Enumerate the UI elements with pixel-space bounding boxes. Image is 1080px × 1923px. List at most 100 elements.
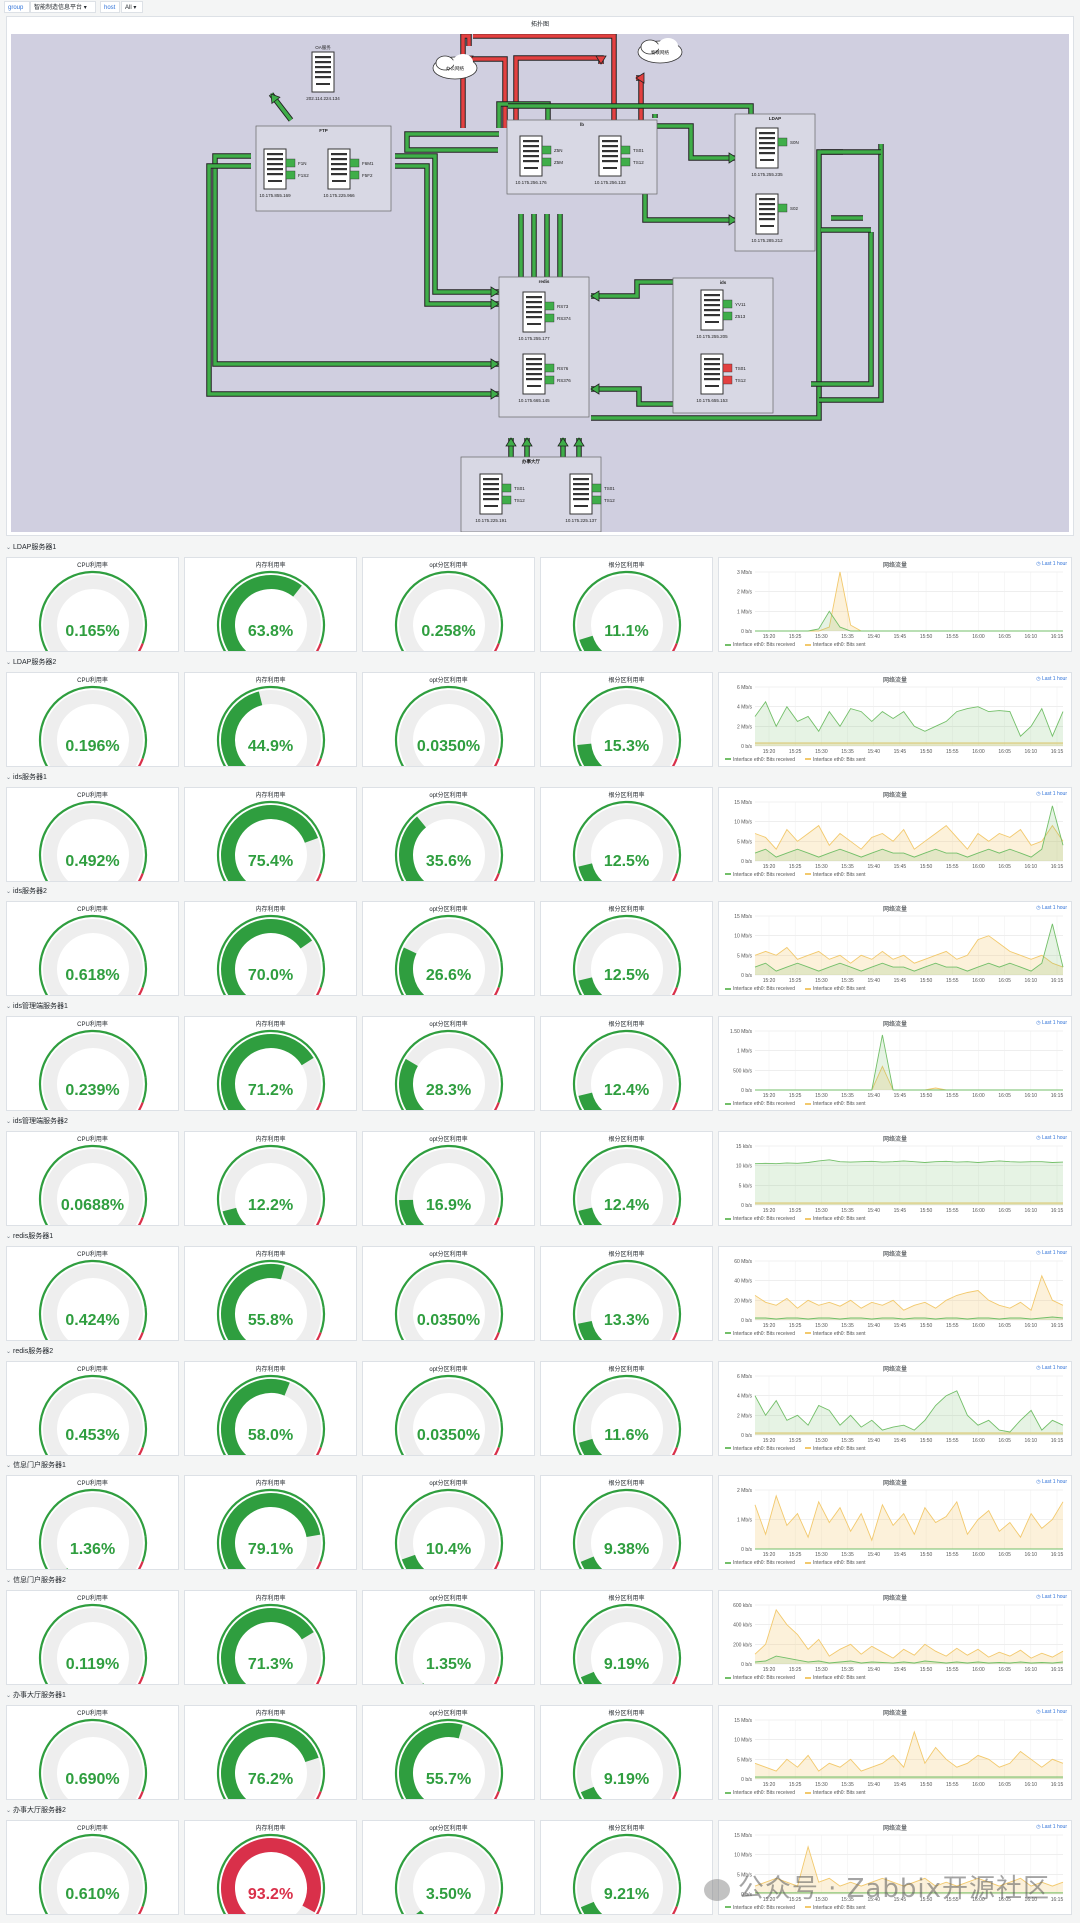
legend-item-sent[interactable]: Interface eth0: Bits sent <box>804 1331 866 1337</box>
legend-item-received[interactable]: Interface eth0: Bits received <box>725 1675 795 1681</box>
gauge-value-arc <box>399 947 425 996</box>
x-tick-label: 15:40 <box>867 1667 880 1673</box>
topology-node-ftp1[interactable]: F1N F1S2 10.175.855.169 <box>259 148 309 198</box>
time-range-link[interactable]: ◷ Last 1 hour <box>1036 676 1067 682</box>
x-tick-label: 16:05 <box>998 1897 1011 1903</box>
time-range-link[interactable]: ◷ Last 1 hour <box>1036 1020 1067 1026</box>
row-header[interactable]: ⌄ LDAP服务器2 <box>6 657 56 669</box>
legend-item-received[interactable]: Interface eth0: Bits received <box>725 642 795 648</box>
legend-item-sent[interactable]: Interface eth0: Bits sent <box>804 1790 866 1796</box>
legend-item-received[interactable]: Interface eth0: Bits received <box>725 986 795 992</box>
gauge-value: 58.0% <box>247 1426 294 1444</box>
time-range-link[interactable]: ◷ Last 1 hour <box>1036 1479 1067 1485</box>
legend-item-received[interactable]: Interface eth0: Bits received <box>725 1905 795 1911</box>
topology-node-ids2[interactable]: TS01 TS12 10.175.655.153 <box>696 353 746 403</box>
network-traffic-panel: 网络流量 ◷ Last 1 hour 2 Mb/s 1 Mb/s 0 b/s 15:20 1… <box>718 1475 1072 1571</box>
host-variable-select[interactable]: All ▾ <box>121 1 143 13</box>
y-tick-label: 5 Mb/s <box>737 839 753 845</box>
gauge-threshold-crit <box>315 987 322 996</box>
x-tick-label: 15:40 <box>867 749 880 755</box>
gauge-dial <box>572 1718 682 1799</box>
row-header[interactable]: ⌄ redis服务器2 <box>6 1346 53 1358</box>
topology-node-redis1[interactable]: RS73 RS374 10.175.255.177 <box>518 291 571 341</box>
row-header[interactable]: ⌄ redis服务器1 <box>6 1231 53 1243</box>
gauge-value: 55.8% <box>247 1311 294 1329</box>
network-traffic-panel: 网络流量 ◷ Last 1 hour 15 Mb/s 10 Mb/s 5 Mb/s 0 b… <box>718 1819 1072 1915</box>
x-tick-label: 15:45 <box>894 1093 907 1099</box>
row-title: LDAP服务器1 <box>13 544 57 551</box>
legend-item-received[interactable]: Interface eth0: Bits received <box>725 1216 795 1222</box>
topology-node-redis2[interactable]: RS76 RS376 10.175.665.145 <box>518 353 571 403</box>
gauge-value-arc <box>580 1786 603 1799</box>
x-tick-label: 15:55 <box>946 749 959 755</box>
legend-item-sent[interactable]: Interface eth0: Bits sent <box>804 1446 866 1452</box>
time-range-link[interactable]: ◷ Last 1 hour <box>1036 1709 1067 1715</box>
topology-node-off2[interactable]: TS01 TS12 10.175.225.137 <box>565 473 615 523</box>
legend-item-sent[interactable]: Interface eth0: Bits sent <box>804 1560 866 1566</box>
legend-item-received[interactable]: Interface eth0: Bits received <box>725 1331 795 1337</box>
group-variable-select[interactable]: 智能制造信息平台 ▾ <box>30 1 96 13</box>
legend-item-received[interactable]: Interface eth0: Bits received <box>725 757 795 763</box>
time-range-link[interactable]: ◷ Last 1 hour <box>1036 1135 1067 1141</box>
legend-item-sent[interactable]: Interface eth0: Bits sent <box>804 986 866 992</box>
legend-item-received[interactable]: Interface eth0: Bits received <box>725 1560 795 1566</box>
legend-item-sent[interactable]: Interface eth0: Bits sent <box>804 642 866 648</box>
gauge-threshold-ok <box>394 570 503 651</box>
time-range-link[interactable]: ◷ Last 1 hour <box>1036 791 1067 797</box>
topology-node-ftp2[interactable]: F6M1 F5F2 10.175.225.966 <box>323 148 374 198</box>
x-tick-label: 15:50 <box>920 864 933 870</box>
legend-item-received[interactable]: Interface eth0: Bits received <box>725 872 795 878</box>
chart-legend: Interface eth0: Bits received Interface e… <box>725 1675 876 1681</box>
topology-node-off1[interactable]: TS01 TS12 10.175.225.191 <box>475 473 525 523</box>
row-header[interactable]: ⌄ 办事大厅服务器2 <box>6 1805 66 1817</box>
y-tick-label: 0 b/s <box>741 1433 752 1439</box>
legend-item-received[interactable]: Interface eth0: Bits received <box>725 1101 795 1107</box>
row-header[interactable]: ⌄ ids服务器1 <box>6 772 47 784</box>
x-tick-label: 16:10 <box>1025 1323 1038 1329</box>
legend-item-sent[interactable]: Interface eth0: Bits sent <box>804 757 866 763</box>
legend-item-received[interactable]: Interface eth0: Bits received <box>725 1446 795 1452</box>
cloud-label: 办公网络 <box>446 65 464 72</box>
row-header[interactable]: ⌄ ids管理端服务器1 <box>6 1001 68 1013</box>
gauge-threshold-ok <box>216 1833 325 1914</box>
time-range-link[interactable]: ◷ Last 1 hour <box>1036 1594 1067 1600</box>
topology-link <box>395 163 500 310</box>
time-range-link[interactable]: ◷ Last 1 hour <box>1036 561 1067 567</box>
row-header[interactable]: ⌄ ids服务器2 <box>6 886 47 898</box>
topology-node-ids1[interactable]: YV11 Z513 10.175.255.205 <box>696 289 746 339</box>
row-header[interactable]: ⌄ LDAP服务器1 <box>6 542 56 554</box>
legend-item-sent[interactable]: Interface eth0: Bits sent <box>804 1905 866 1911</box>
legend-item-sent[interactable]: Interface eth0: Bits sent <box>804 872 866 878</box>
legend-item-sent[interactable]: Interface eth0: Bits sent <box>804 1216 866 1222</box>
row-header[interactable]: ⌄ 信息门户服务器1 <box>6 1460 66 1472</box>
legend-item-received[interactable]: Interface eth0: Bits received <box>725 1790 795 1796</box>
port-label: S02 <box>790 206 799 211</box>
x-tick-label: 16:10 <box>1025 1208 1038 1214</box>
gauge-threshold-ok <box>572 1833 681 1914</box>
topology-node-oa[interactable]: OA服务 202.114.224.134 <box>306 44 340 101</box>
series-bits-sent <box>754 1609 1064 1659</box>
legend-item-sent[interactable]: Interface eth0: Bits sent <box>804 1675 866 1681</box>
row-header[interactable]: ⌄ 信息门户服务器2 <box>6 1575 66 1587</box>
topology-node-lb2[interactable]: TS01 TS12 10.175.256.133 <box>594 135 644 185</box>
panel-title: 根分区利用率 <box>608 1825 645 1832</box>
row-header[interactable]: ⌄ ids管理端服务器2 <box>6 1116 68 1128</box>
node-ip: 10.175.225.137 <box>565 518 597 523</box>
gauge-threshold-crit <box>315 1905 322 1914</box>
time-range-link[interactable]: ◷ Last 1 hour <box>1036 1250 1067 1256</box>
x-tick-label: 15:20 <box>763 1323 776 1329</box>
gauge-dial <box>216 1718 326 1799</box>
gauge-value: 12.2% <box>247 1197 294 1214</box>
gauge-threshold-crit <box>137 1446 144 1455</box>
gauge-threshold-ok <box>572 570 681 651</box>
topology-node-ldap2[interactable]: S02 10.175.285.212 <box>751 193 799 243</box>
topology-group-title: lb <box>580 122 584 127</box>
topology-node-lb1[interactable]: Z5N Z5M 10.175.256.176 <box>515 135 563 185</box>
row-header[interactable]: ⌄ 办事大厅服务器1 <box>6 1690 66 1702</box>
topology-node-ldap1[interactable]: S0N 10.175.255.235 <box>751 127 799 177</box>
time-range-link[interactable]: ◷ Last 1 hour <box>1036 1824 1067 1830</box>
time-range-link[interactable]: ◷ Last 1 hour <box>1036 1365 1067 1371</box>
panel-title: 根分区利用率 <box>608 1596 645 1603</box>
time-range-link[interactable]: ◷ Last 1 hour <box>1036 905 1067 911</box>
legend-item-sent[interactable]: Interface eth0: Bits sent <box>804 1101 866 1107</box>
